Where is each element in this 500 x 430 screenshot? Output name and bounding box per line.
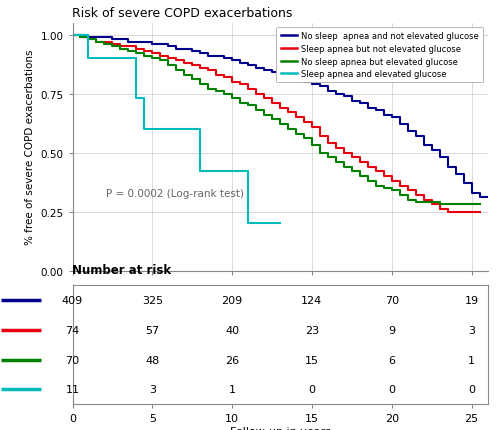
- Text: 1: 1: [468, 355, 475, 365]
- Text: 57: 57: [145, 325, 160, 335]
- Text: 48: 48: [145, 355, 160, 365]
- Text: 19: 19: [464, 295, 478, 305]
- Text: 3: 3: [149, 384, 156, 394]
- Text: 70: 70: [66, 355, 80, 365]
- Y-axis label: % free of severe COPD exacerbations: % free of severe COPD exacerbations: [25, 50, 35, 245]
- Text: 70: 70: [384, 295, 399, 305]
- Text: 11: 11: [66, 384, 80, 394]
- Text: 40: 40: [225, 325, 239, 335]
- Text: Number at risk: Number at risk: [72, 263, 172, 276]
- X-axis label: Follow-up in years: Follow-up in years: [230, 426, 330, 430]
- Text: 26: 26: [225, 355, 239, 365]
- Text: P = 0.0002 (Log-rank test): P = 0.0002 (Log-rank test): [106, 189, 244, 199]
- Text: 3: 3: [468, 325, 475, 335]
- Text: 325: 325: [142, 295, 163, 305]
- Text: 6: 6: [388, 355, 395, 365]
- Text: 409: 409: [62, 295, 83, 305]
- Text: 0: 0: [308, 384, 316, 394]
- Text: 209: 209: [222, 295, 242, 305]
- Text: 1: 1: [228, 384, 235, 394]
- Legend: No sleep  apnea and not elevated glucose, Sleep apnea but not elevated glucose, : No sleep apnea and not elevated glucose,…: [276, 28, 484, 83]
- Text: 9: 9: [388, 325, 396, 335]
- Text: 124: 124: [302, 295, 322, 305]
- Text: 0: 0: [388, 384, 395, 394]
- Text: 15: 15: [305, 355, 319, 365]
- Text: 0: 0: [468, 384, 475, 394]
- Text: Risk of severe COPD exacerbations: Risk of severe COPD exacerbations: [72, 7, 293, 20]
- Text: 74: 74: [66, 325, 80, 335]
- Text: 23: 23: [305, 325, 319, 335]
